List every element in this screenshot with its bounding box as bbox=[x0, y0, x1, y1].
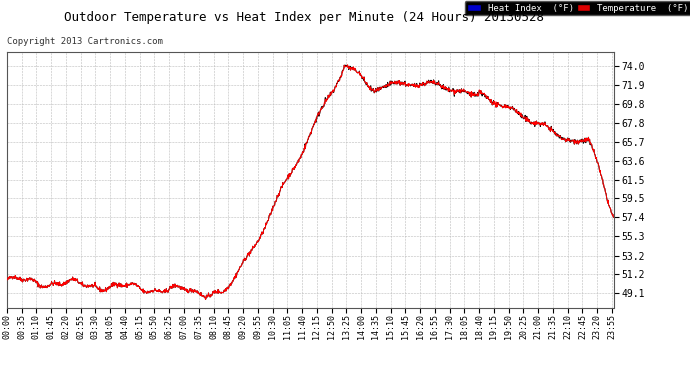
Text: Outdoor Temperature vs Heat Index per Minute (24 Hours) 20130528: Outdoor Temperature vs Heat Index per Mi… bbox=[63, 11, 544, 24]
Text: Copyright 2013 Cartronics.com: Copyright 2013 Cartronics.com bbox=[7, 38, 163, 46]
Legend: Heat Index  (°F), Temperature  (°F): Heat Index (°F), Temperature (°F) bbox=[464, 1, 690, 15]
